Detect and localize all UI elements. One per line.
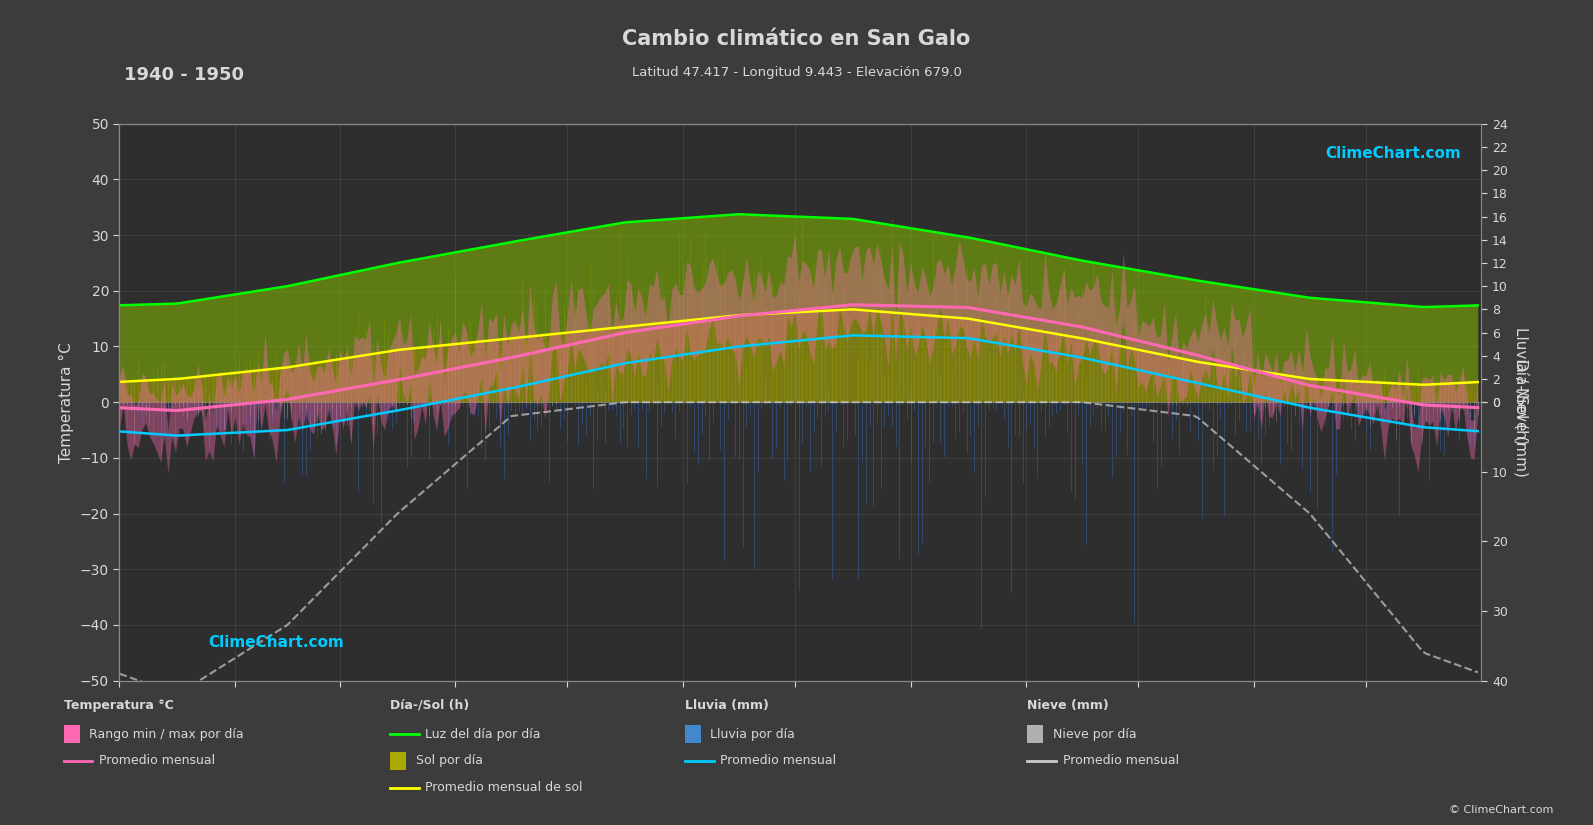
Text: Lluvia (mm): Lluvia (mm) — [685, 699, 769, 712]
Text: Nieve por día: Nieve por día — [1053, 728, 1136, 741]
Text: Promedio mensual: Promedio mensual — [99, 754, 215, 767]
Text: Sol por día: Sol por día — [416, 754, 483, 767]
Text: © ClimeChart.com: © ClimeChart.com — [1448, 805, 1553, 815]
Text: Promedio mensual: Promedio mensual — [720, 754, 836, 767]
Text: Rango min / max por día: Rango min / max por día — [89, 728, 244, 741]
Y-axis label: Día-/Sol (h): Día-/Sol (h) — [1513, 360, 1529, 445]
Text: Promedio mensual: Promedio mensual — [1063, 754, 1179, 767]
Text: Día-/Sol (h): Día-/Sol (h) — [390, 699, 470, 712]
Text: Luz del día por día: Luz del día por día — [425, 728, 542, 741]
Text: Lluvia por día: Lluvia por día — [710, 728, 795, 741]
Text: Nieve (mm): Nieve (mm) — [1027, 699, 1109, 712]
Text: Latitud 47.417 - Longitud 9.443 - Elevación 679.0: Latitud 47.417 - Longitud 9.443 - Elevac… — [631, 66, 962, 79]
Text: ClimeChart.com: ClimeChart.com — [209, 635, 344, 650]
Text: Promedio mensual de sol: Promedio mensual de sol — [425, 781, 583, 794]
Y-axis label: Lluvia / Nieve (mm): Lluvia / Nieve (mm) — [1513, 328, 1529, 477]
Text: Cambio climático en San Galo: Cambio climático en San Galo — [623, 29, 970, 49]
Text: ClimeChart.com: ClimeChart.com — [1325, 146, 1461, 161]
Y-axis label: Temperatura °C: Temperatura °C — [59, 342, 75, 463]
Text: Temperatura °C: Temperatura °C — [64, 699, 174, 712]
Text: 1940 - 1950: 1940 - 1950 — [124, 66, 244, 84]
